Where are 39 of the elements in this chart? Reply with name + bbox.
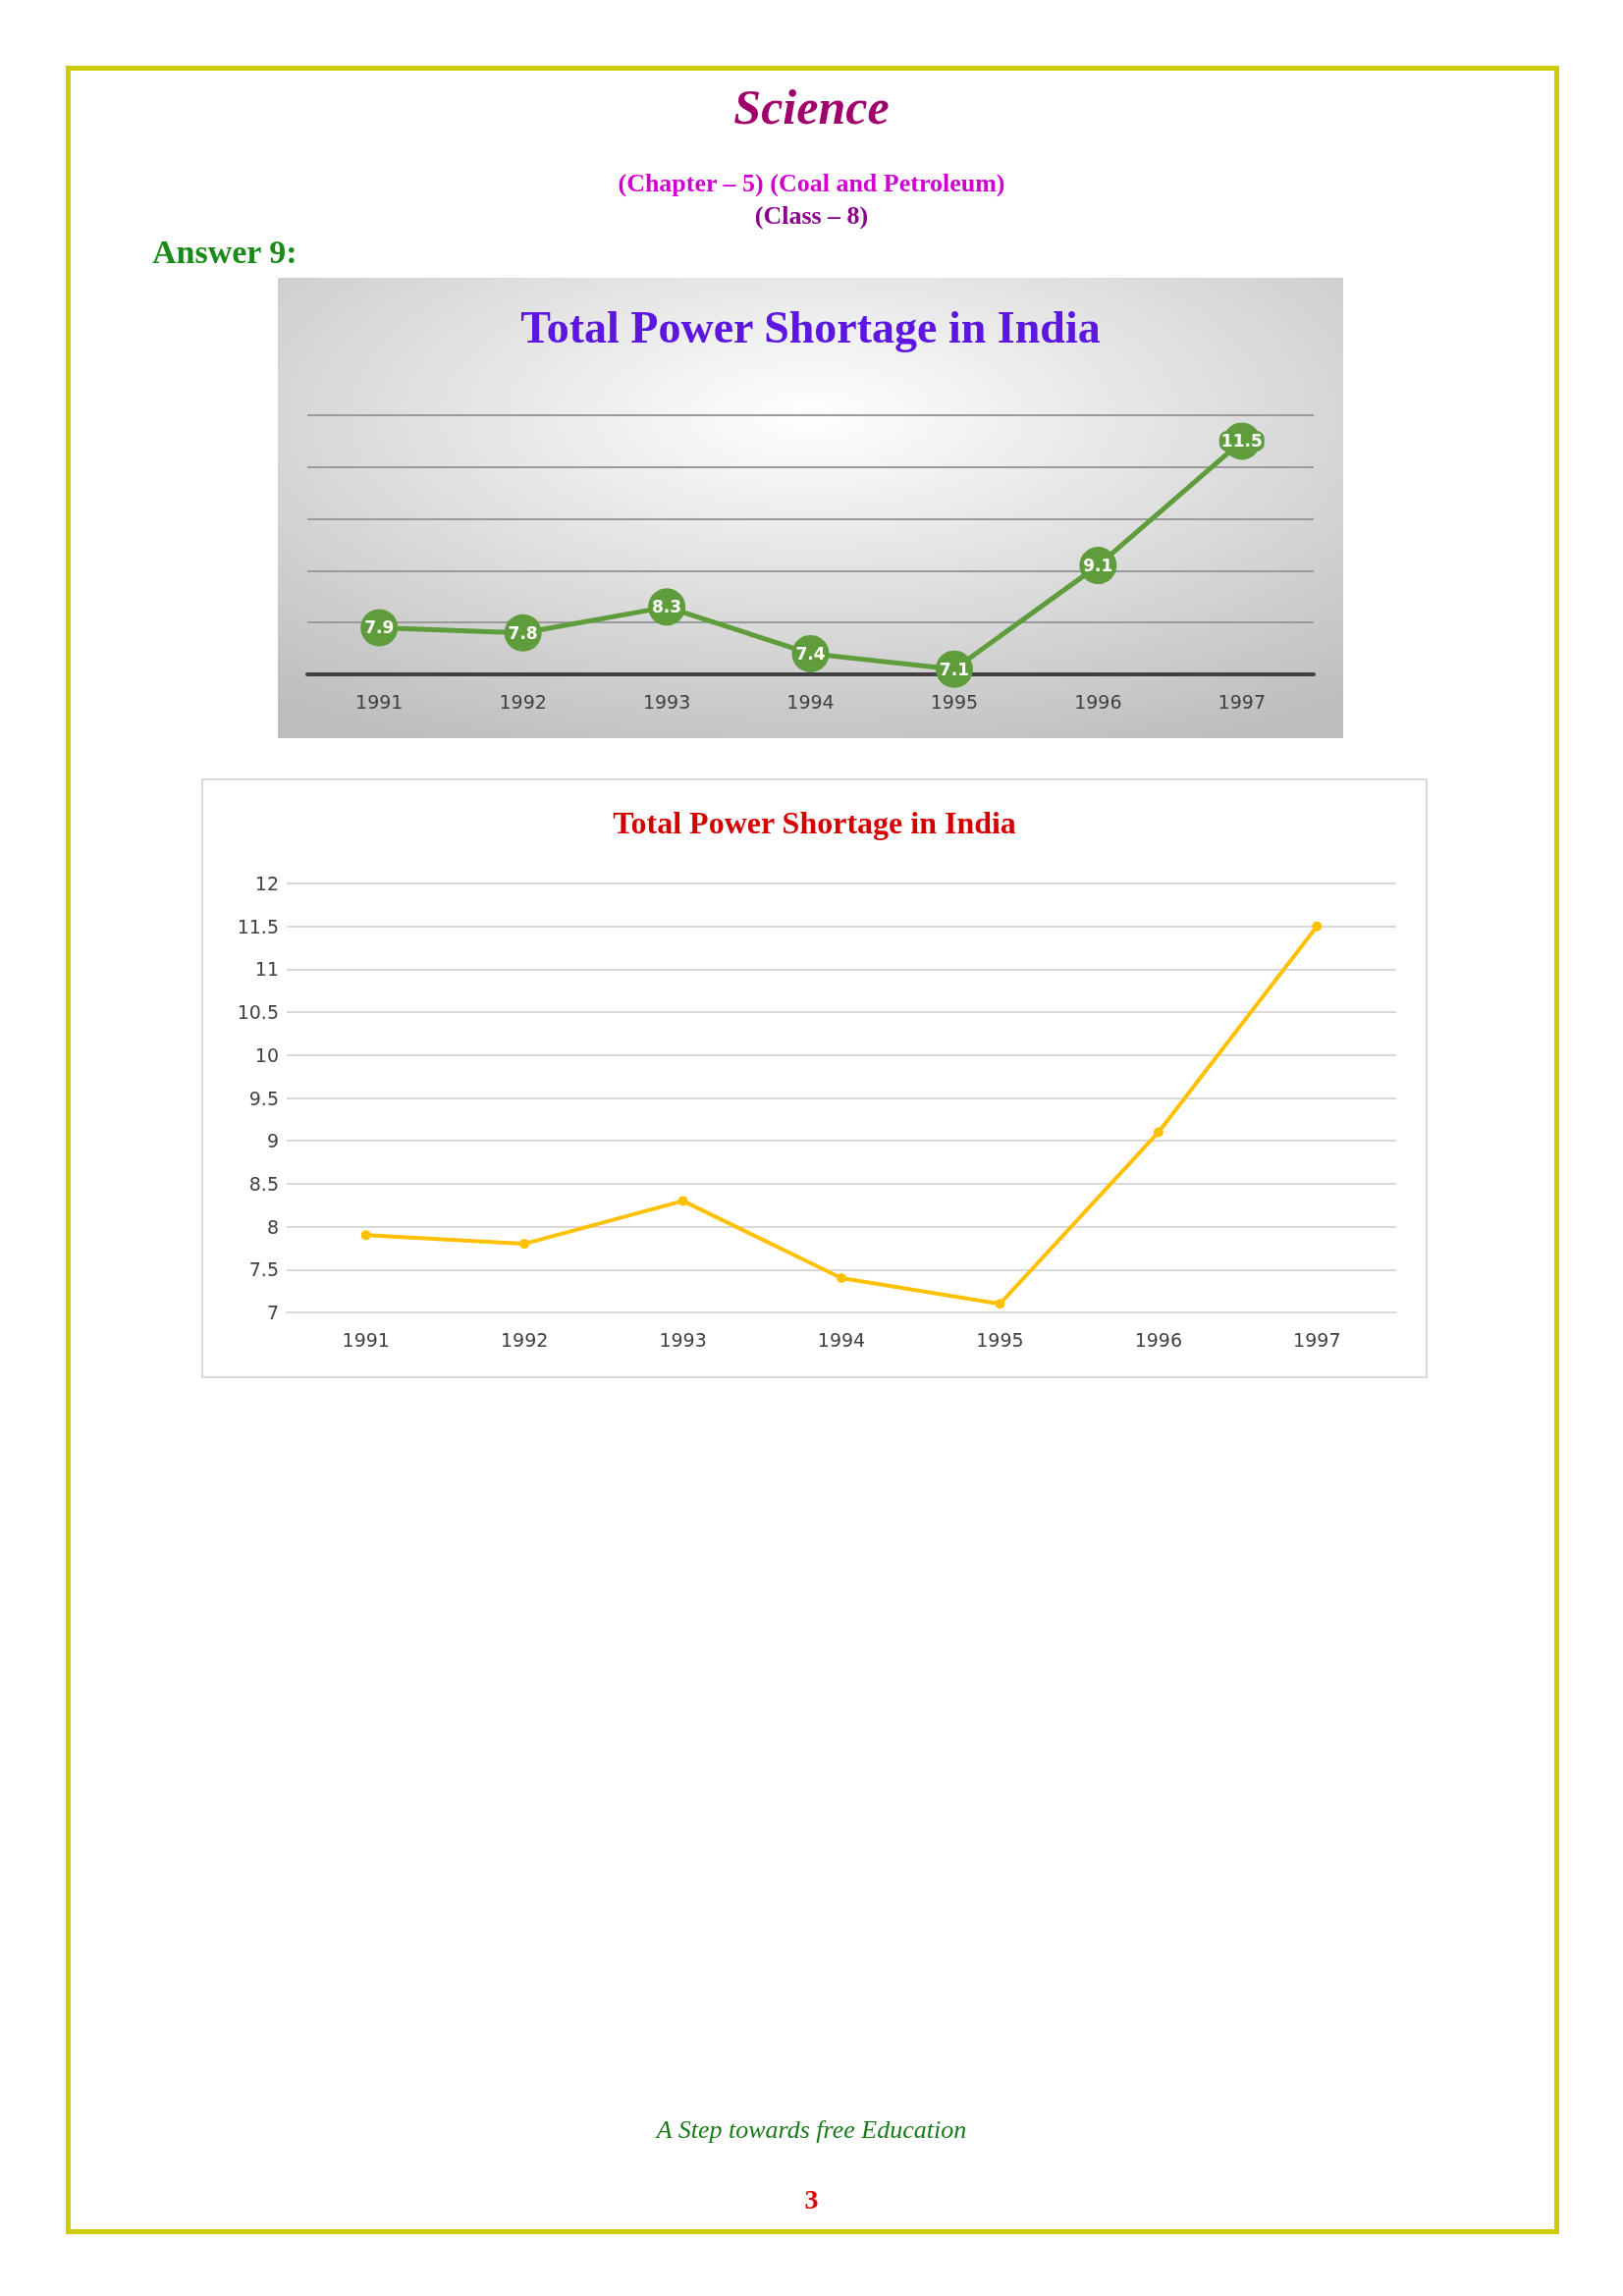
text: Answer 9:: [152, 234, 298, 271]
x-tick-label: 1992: [499, 690, 547, 713]
y-tick-label: 10: [254, 1043, 279, 1066]
x-tick-label: 1993: [642, 690, 691, 713]
text: Science: [732, 79, 891, 135]
x-tick-label: 1991: [355, 690, 404, 713]
x-tick-label: 1996: [1134, 1328, 1183, 1351]
y-tick-label: 8: [266, 1215, 279, 1238]
y-tick-label: 8.5: [248, 1172, 279, 1195]
y-tick-label: 10.5: [237, 1001, 279, 1024]
x-tick-label: 1997: [1217, 690, 1266, 713]
data-label: 7.8: [508, 622, 538, 643]
data-label: 7.9: [364, 617, 395, 638]
y-tick-label: 12: [254, 873, 279, 894]
x-tick-label: 1994: [817, 1328, 866, 1351]
text: 3: [803, 2184, 820, 2216]
x-tick-label: 1994: [786, 690, 835, 713]
x-tick-label: 1993: [659, 1328, 707, 1351]
data-label: 8.3: [652, 597, 682, 617]
x-tick-label: 1996: [1074, 690, 1122, 713]
y-tick-label: 11: [254, 958, 279, 981]
x-tick-label: 1995: [930, 690, 979, 713]
x-tick-label: 1992: [500, 1328, 549, 1351]
data-label: 9.1: [1083, 556, 1113, 576]
data-label: 7.1: [939, 659, 969, 679]
text: (Chapter – 5) (Coal and Petroleum): [617, 169, 1006, 198]
x-tick-label: 1997: [1293, 1328, 1341, 1351]
y-tick-label: 7.5: [248, 1258, 279, 1281]
y-tick-label: 11.5: [237, 915, 279, 937]
x-tick-label: 1991: [342, 1328, 390, 1351]
y-tick-label: 9.5: [248, 1087, 279, 1109]
data-label: 7.4: [795, 643, 826, 664]
y-tick-label: 9: [266, 1130, 279, 1152]
chart-title: Total Power Shortage in India: [520, 301, 1101, 352]
text: A Step towards free Education: [654, 2115, 968, 2145]
x-tick-label: 1995: [976, 1328, 1024, 1351]
chart-title: Total Power Shortage in India: [613, 805, 1016, 840]
text: (Class – 8): [753, 201, 870, 231]
y-tick-label: 7: [266, 1302, 279, 1323]
